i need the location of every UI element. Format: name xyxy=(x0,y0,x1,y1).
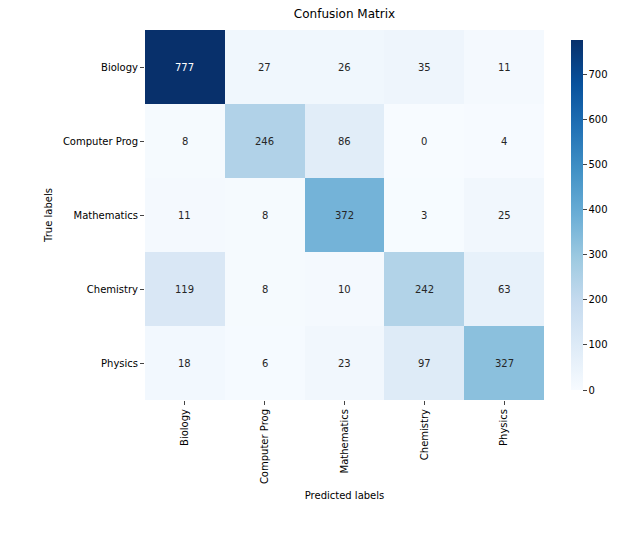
svg-text:Mathematics: Mathematics xyxy=(339,409,350,473)
svg-text:True labels: True labels xyxy=(43,188,54,243)
svg-text:Chemistry: Chemistry xyxy=(87,284,138,295)
svg-text:8: 8 xyxy=(262,210,268,221)
svg-text:372: 372 xyxy=(335,210,354,221)
svg-text:Computer Prog: Computer Prog xyxy=(259,409,270,484)
svg-text:63: 63 xyxy=(498,284,511,295)
svg-text:Predicted labels: Predicted labels xyxy=(305,490,385,501)
svg-text:25: 25 xyxy=(498,210,511,221)
svg-text:8: 8 xyxy=(262,284,268,295)
svg-text:3: 3 xyxy=(421,210,427,221)
svg-text:327: 327 xyxy=(495,358,514,369)
svg-text:Mathematics: Mathematics xyxy=(74,210,138,221)
svg-text:6: 6 xyxy=(262,358,268,369)
svg-text:18: 18 xyxy=(178,358,191,369)
svg-text:300: 300 xyxy=(589,249,608,260)
svg-text:26: 26 xyxy=(338,62,351,73)
svg-text:0: 0 xyxy=(421,136,427,147)
svg-text:Confusion Matrix: Confusion Matrix xyxy=(294,7,395,21)
svg-text:Computer Prog: Computer Prog xyxy=(63,136,138,147)
svg-text:Physics: Physics xyxy=(498,409,509,446)
svg-text:200: 200 xyxy=(589,294,608,305)
svg-text:4: 4 xyxy=(501,136,507,147)
svg-text:100: 100 xyxy=(589,339,608,350)
svg-text:400: 400 xyxy=(589,204,608,215)
svg-text:8: 8 xyxy=(182,136,188,147)
svg-text:777: 777 xyxy=(175,62,194,73)
svg-text:119: 119 xyxy=(175,284,194,295)
svg-text:Biology: Biology xyxy=(179,409,190,446)
svg-text:500: 500 xyxy=(589,159,608,170)
svg-text:11: 11 xyxy=(498,62,511,73)
svg-text:11: 11 xyxy=(178,210,191,221)
svg-text:246: 246 xyxy=(255,136,274,147)
svg-text:23: 23 xyxy=(338,358,351,369)
svg-text:242: 242 xyxy=(415,284,434,295)
svg-text:0: 0 xyxy=(589,385,595,396)
svg-text:10: 10 xyxy=(338,284,351,295)
svg-text:Chemistry: Chemistry xyxy=(419,409,430,460)
svg-text:35: 35 xyxy=(418,62,431,73)
svg-text:97: 97 xyxy=(418,358,431,369)
svg-text:Physics: Physics xyxy=(101,358,138,369)
svg-text:600: 600 xyxy=(589,114,608,125)
svg-text:700: 700 xyxy=(589,69,608,80)
svg-text:86: 86 xyxy=(338,136,351,147)
svg-text:Biology: Biology xyxy=(101,62,138,73)
svg-text:27: 27 xyxy=(258,62,271,73)
